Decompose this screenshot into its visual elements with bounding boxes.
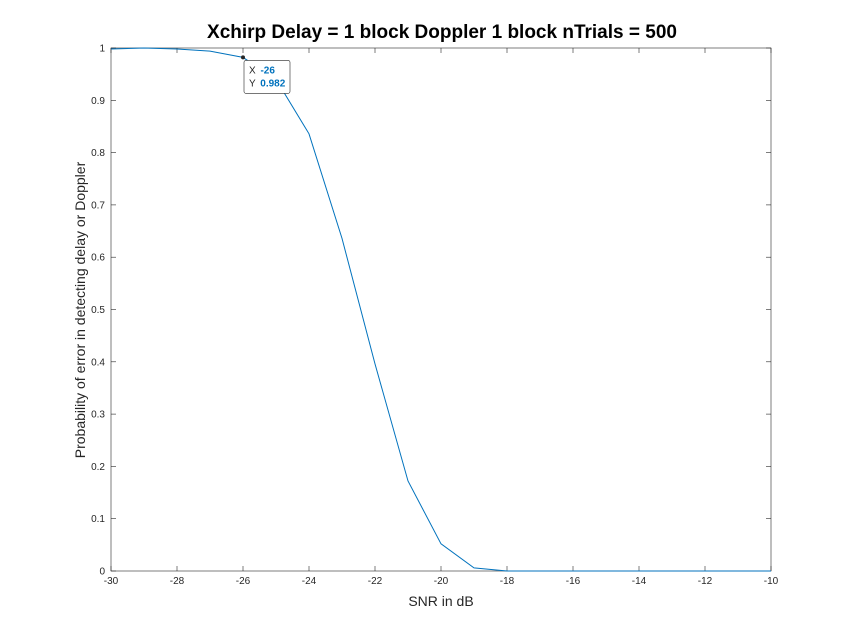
- y-tick-label: 0.7: [91, 200, 105, 211]
- y-axis: 0 0.1 0.2 0.3 0.4 0.5 0.6 0.7 0.8 0.9 1: [91, 44, 771, 578]
- x-tick-label: -28: [170, 576, 185, 587]
- x-axis-label: SNR in dB: [408, 593, 473, 609]
- y-tick-label: 0: [99, 567, 105, 578]
- datatip[interactable]: X -26 Y 0.982: [241, 55, 291, 94]
- y-tick-label: 0.4: [91, 357, 105, 368]
- datatip-marker: [241, 55, 245, 60]
- x-tick-label: -24: [302, 576, 317, 587]
- y-tick-label: 0.5: [91, 305, 105, 316]
- x-tick-label: -26: [236, 576, 251, 587]
- series-layer: [110, 47, 771, 572]
- datatip-x-label: X: [249, 65, 256, 76]
- y-axis-label: Probability of error in detecting delay …: [72, 161, 88, 458]
- datatip-x-row: X -26: [249, 65, 275, 76]
- plot-area: [110, 47, 772, 572]
- y-tick-label: 0.1: [91, 514, 105, 525]
- datatip-y-label: Y: [249, 78, 256, 89]
- x-tick-label: -12: [698, 576, 713, 587]
- datatip-box: [243, 60, 291, 94]
- x-axis: -30 -28 -26 -24 -22 -20 -18 -16 -14 -12 -10: [104, 48, 779, 587]
- y-tick-label: 0.6: [91, 253, 105, 264]
- x-tick-label: -22: [368, 576, 383, 587]
- y-tick-label: 0.8: [91, 148, 105, 159]
- chart-title: Xchirp Delay = 1 block Doppler 1 block n…: [207, 22, 677, 43]
- x-tick-label: -16: [566, 576, 581, 587]
- x-tick-label: -18: [500, 576, 515, 587]
- x-tick-label: -10: [764, 576, 779, 587]
- datatip-x-value: -26: [260, 65, 275, 76]
- y-tick-label: 1: [99, 44, 105, 55]
- y-tick-label: 0.2: [91, 462, 105, 473]
- datatip-y-value: 0.982: [260, 78, 285, 89]
- y-tick-label: 0.3: [91, 410, 105, 421]
- datatip-y-row: Y 0.982: [249, 78, 286, 89]
- x-tick-label: -14: [632, 576, 647, 587]
- x-tick-label: -20: [434, 576, 449, 587]
- y-tick-label: 0.9: [91, 96, 105, 107]
- x-tick-label: -30: [104, 576, 119, 587]
- series-line: [110, 47, 771, 572]
